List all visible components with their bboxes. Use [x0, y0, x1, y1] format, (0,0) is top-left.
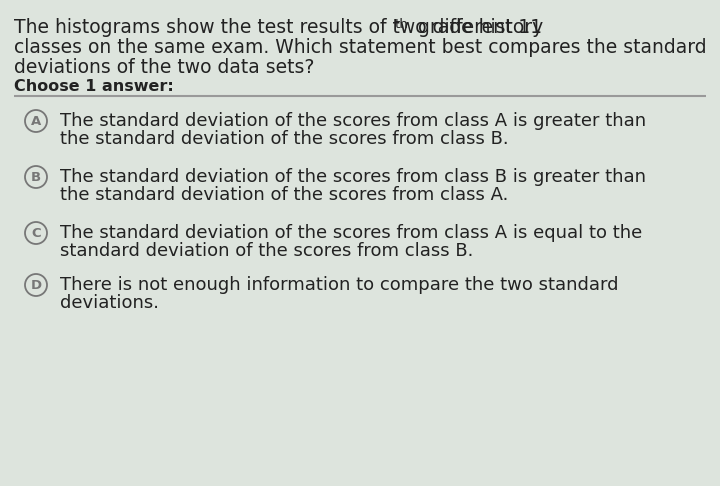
Text: the standard deviation of the scores from class B.: the standard deviation of the scores fro…: [60, 130, 508, 148]
Text: th: th: [395, 18, 409, 31]
Text: the standard deviation of the scores from class A.: the standard deviation of the scores fro…: [60, 186, 508, 204]
Text: A: A: [31, 115, 41, 127]
Text: D: D: [30, 278, 42, 292]
Text: Choose 1 answer:: Choose 1 answer:: [14, 79, 174, 94]
Text: There is not enough information to compare the two standard: There is not enough information to compa…: [60, 276, 618, 294]
Text: The standard deviation of the scores from class B is greater than: The standard deviation of the scores fro…: [60, 168, 646, 186]
Text: The standard deviation of the scores from class A is greater than: The standard deviation of the scores fro…: [60, 112, 646, 130]
Text: The standard deviation of the scores from class A is equal to the: The standard deviation of the scores fro…: [60, 224, 642, 242]
Text: C: C: [31, 226, 41, 240]
Text: The histograms show the test results of two different 11: The histograms show the test results of …: [14, 18, 542, 37]
Text: classes on the same exam. Which statement best compares the standard: classes on the same exam. Which statemen…: [14, 38, 706, 57]
Text: standard deviation of the scores from class B.: standard deviation of the scores from cl…: [60, 242, 473, 260]
Text: deviations of the two data sets?: deviations of the two data sets?: [14, 58, 315, 77]
Text: grade history: grade history: [412, 18, 544, 37]
Text: deviations.: deviations.: [60, 294, 159, 312]
Text: B: B: [31, 171, 41, 184]
